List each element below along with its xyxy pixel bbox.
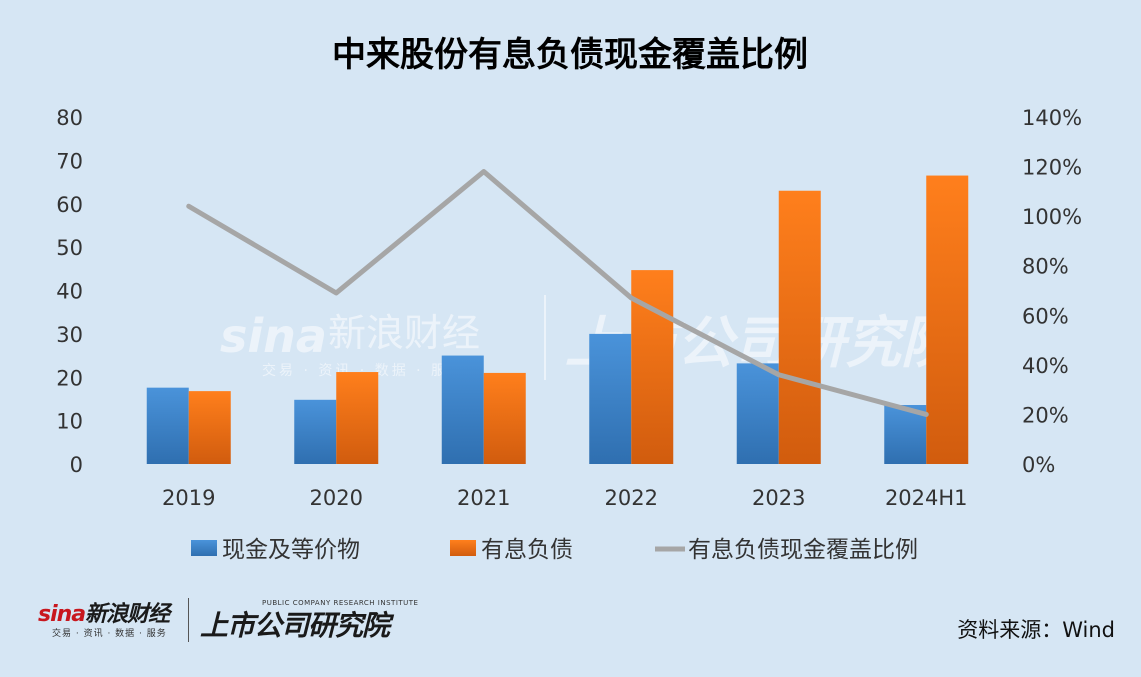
footer: sina新浪财经 交易 · 资讯 · 数据 · 服务 PUBLIC COMPAN… (0, 588, 1141, 673)
bar-cash-2022 (589, 334, 631, 464)
legend: 现金及等价物 有息负债 有息负债现金覆盖比例 (191, 537, 918, 563)
right-axis-tick-140%: 140% (1022, 106, 1082, 130)
left-axis-tick-80: 80 (56, 106, 83, 130)
sina-logo-cn: 新浪财经 (85, 602, 169, 627)
right-axis-tick-120%: 120% (1022, 156, 1082, 180)
legend-swatch-debt (450, 540, 476, 556)
left-axis-tick-20: 20 (56, 366, 83, 390)
chart-title: 中来股份有息负债现金覆盖比例 (332, 35, 808, 75)
bar-cash-2020 (294, 400, 336, 464)
bar-cash-2021 (442, 356, 484, 464)
left-axis-tick-70: 70 (56, 149, 83, 173)
right-axis-tick-80%: 80% (1022, 255, 1069, 279)
legend-label-cash: 现金及等价物 (222, 537, 360, 563)
x-axis-tick-2021: 2021 (457, 486, 510, 510)
legend-label-coverage: 有息负债现金覆盖比例 (688, 537, 918, 563)
watermark-sina-cn: 新浪财经 (328, 311, 480, 355)
x-axis-tick-2023: 2023 (752, 486, 805, 510)
right-axis-tick-20%: 20% (1022, 403, 1069, 427)
left-axis-tick-10: 10 (56, 410, 83, 434)
sina-finance-logo: sina新浪财经 (38, 596, 169, 628)
institute-logo: 上市公司研究院 (200, 604, 389, 644)
source-note: 资料来源：Wind (957, 614, 1115, 644)
watermark-sina: sina (220, 309, 327, 363)
left-axis-tick-0: 0 (70, 453, 83, 477)
logo-divider (188, 598, 189, 642)
x-axis-tick-2019: 2019 (162, 486, 215, 510)
right-axis-tick-100%: 100% (1022, 205, 1082, 229)
sina-logo-word: sina (38, 602, 85, 627)
left-axis-tick-40: 40 (56, 280, 83, 304)
right-axis-tick-60%: 60% (1022, 304, 1069, 328)
bar-debt-2024H1 (926, 176, 968, 464)
x-axis-tick-2022: 2022 (605, 486, 658, 510)
legend-label-debt: 有息负债 (481, 537, 573, 563)
x-axis-tick-2020: 2020 (310, 486, 363, 510)
bar-cash-2019 (147, 388, 189, 464)
left-axis-tick-60: 60 (56, 193, 83, 217)
left-axis-tick-30: 30 (56, 323, 83, 347)
bar-debt-2021 (484, 373, 526, 464)
sina-logo-tagline: 交易 · 资讯 · 数据 · 服务 (52, 626, 167, 639)
x-axis-tick-2024H1: 2024H1 (885, 486, 968, 510)
bar-debt-2019 (189, 391, 231, 464)
bar-debt-2020 (336, 372, 378, 464)
right-axis-tick-0%: 0% (1022, 453, 1055, 477)
left-axis-tick-50: 50 (56, 236, 83, 260)
right-axis-tick-40%: 40% (1022, 354, 1069, 378)
bar-cash-2023 (737, 363, 779, 464)
bar-debt-2023 (779, 191, 821, 464)
legend-swatch-cash (191, 540, 217, 556)
